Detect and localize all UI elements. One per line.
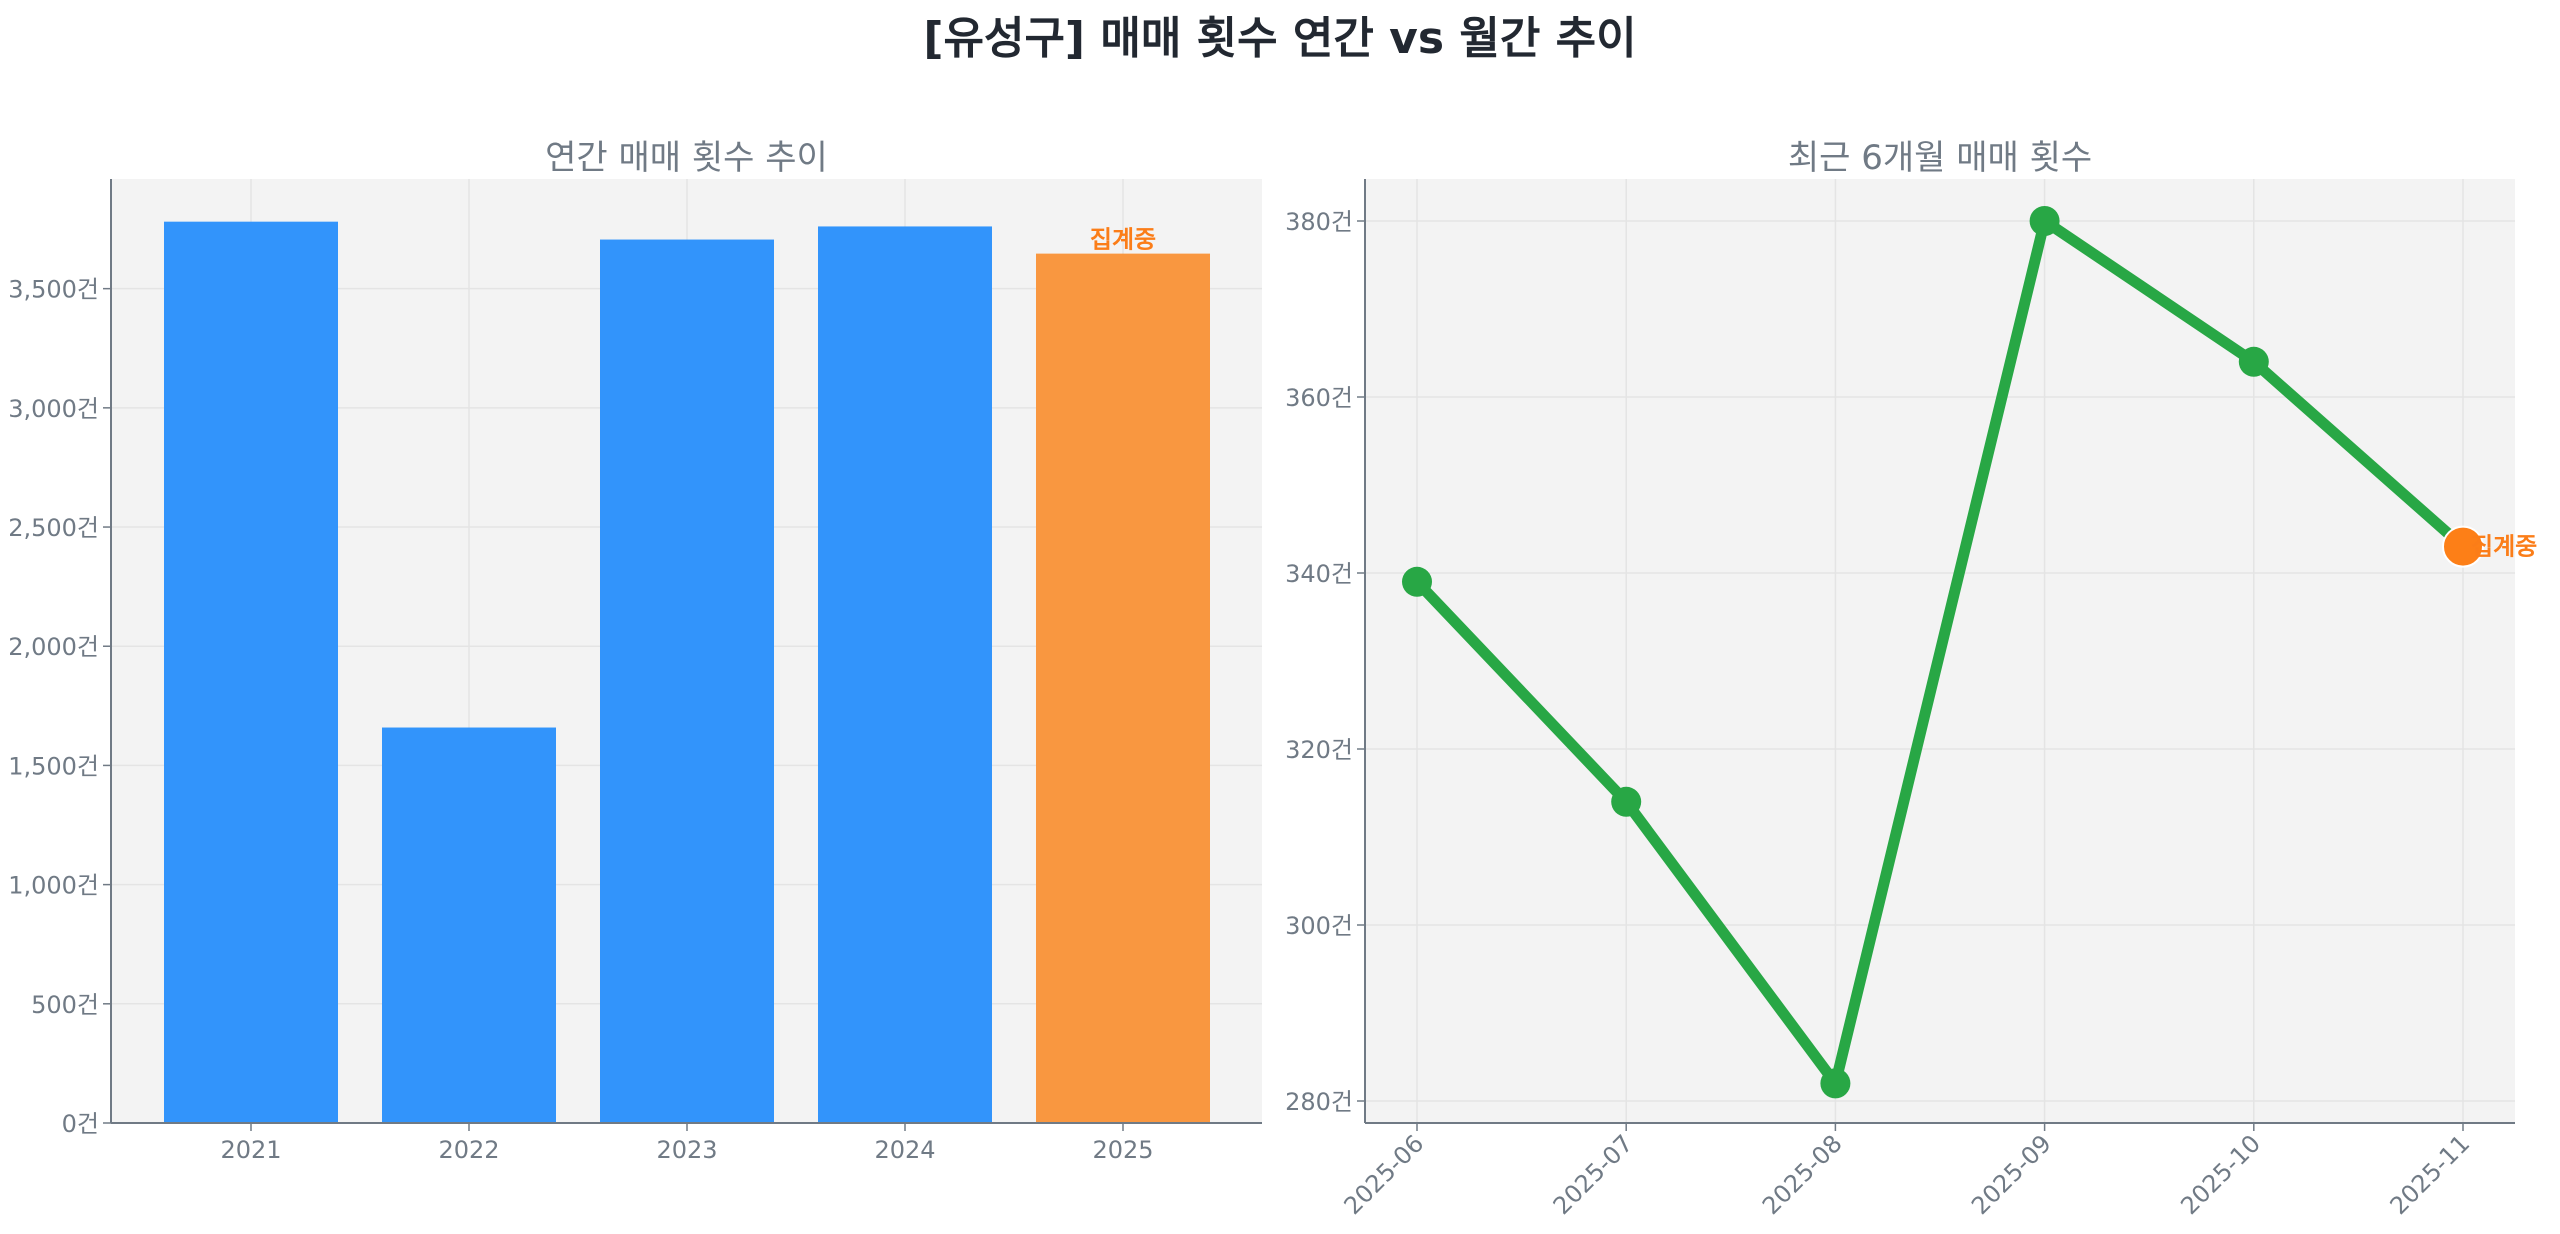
bar-2021 <box>164 221 338 1123</box>
data-point-2025-06 <box>1402 566 1432 597</box>
pending-annotation: 집계중 <box>1090 226 1156 254</box>
y-tick-label: 3,000건 <box>8 395 99 423</box>
data-point-2025-10 <box>2238 346 2269 377</box>
trend-line <box>1413 215 2467 1089</box>
x-tick-label: 2024 <box>874 1136 935 1164</box>
data-point-2025-08 <box>1820 1068 1851 1099</box>
y-tick-label: 360건 <box>1285 384 1353 412</box>
line-chart: 280건 300건 320건 340건 360건 380건 2025-06 2025-07 20… <box>1285 179 2537 1220</box>
bar-2025 <box>1036 253 1210 1123</box>
y-tick-label: 1,500건 <box>8 752 99 780</box>
x-tick-label: 2025-10 <box>2175 1129 2266 1220</box>
pending-annotation: 집계중 <box>2471 533 2537 561</box>
bar-chart-title: 연간 매매 횟수 추이 <box>545 138 828 178</box>
x-tick-label: 2025-06 <box>1339 1129 1430 1220</box>
x-tick-label: 2022 <box>438 1136 499 1164</box>
x-tick-label: 2025-09 <box>1966 1129 2057 1220</box>
bar-2024 <box>818 226 992 1124</box>
bar-2022 <box>382 727 556 1123</box>
y-tick-label: 340건 <box>1285 560 1353 588</box>
figure-title: [유성구] 매매 횟수 연간 vs 월간 추이 <box>923 13 1637 64</box>
y-tick-label: 300건 <box>1285 912 1353 940</box>
y-tick-label: 280건 <box>1285 1088 1353 1116</box>
line-chart-title: 최근 6개월 매매 횟수 <box>1787 138 2093 178</box>
y-tick-label: 3,500건 <box>8 276 99 304</box>
x-tick-label: 2023 <box>656 1136 717 1164</box>
y-tick-label: 2,000건 <box>8 633 99 661</box>
bar-chart: 0건 500건 1,000건 1,500건 2,000건 2,500건 3,000건 3,50… <box>8 179 1262 1164</box>
current-month-marker <box>2442 525 2484 568</box>
y-tick-label: 0건 <box>62 1110 99 1138</box>
x-tick-label: 2025-11 <box>2385 1129 2476 1220</box>
y-tick-label: 2,500건 <box>8 514 99 542</box>
x-tick-label: 2025-07 <box>1548 1129 1639 1220</box>
y-tick-label: 1,000건 <box>8 872 99 900</box>
data-point-2025-09 <box>2029 206 2060 236</box>
data-point-2025-07 <box>1611 786 1642 817</box>
x-tick-label: 2025-08 <box>1757 1129 1848 1220</box>
y-tick-label: 380건 <box>1285 208 1353 236</box>
x-tick-label: 2025 <box>1092 1136 1153 1164</box>
y-tick-label: 500건 <box>31 991 99 1019</box>
x-tick-label: 2021 <box>220 1136 281 1164</box>
y-tick-label: 320건 <box>1285 736 1353 764</box>
bar-2023 <box>600 239 774 1123</box>
